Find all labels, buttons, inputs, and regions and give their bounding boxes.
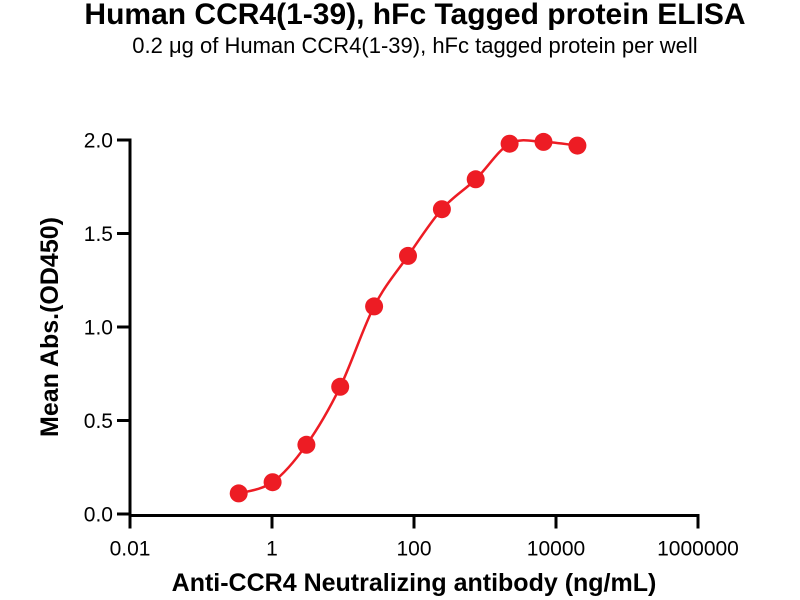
x-tick-label: 1 [266,538,278,561]
x-tick-label: 100 [396,538,431,561]
x-axis-title: Anti-CCR4 Neutralizing antibody (ng/mL) [172,569,657,597]
data-point [568,136,587,155]
x-tick-label: 0.01 [110,538,151,561]
data-point [432,200,451,219]
x-tick-label: 1000000 [657,538,739,561]
data-point [534,132,553,151]
y-tick-label: 0.0 [84,504,113,527]
y-tick-label: 0.5 [84,410,113,433]
y-axis-title: Mean Abs.(OD450) [36,217,64,437]
chart-subtitle: 0.2 μg of Human CCR4(1-39), hFc tagged p… [132,33,698,58]
fit-curve [238,139,578,495]
data-point [466,170,485,189]
data-point [500,134,519,153]
chart-title: Human CCR4(1-39), hFc Tagged protein ELI… [84,0,746,31]
y-tick-label: 2.0 [84,130,113,153]
data-point [399,246,417,265]
data-point [331,377,350,396]
data-point [365,297,384,316]
data-point [229,484,248,503]
data-point [297,435,316,454]
data-point [263,473,282,492]
y-tick-label: 1.5 [84,223,113,246]
y-tick-label: 1.0 [84,317,113,340]
x-tick-label: 10000 [527,538,585,561]
